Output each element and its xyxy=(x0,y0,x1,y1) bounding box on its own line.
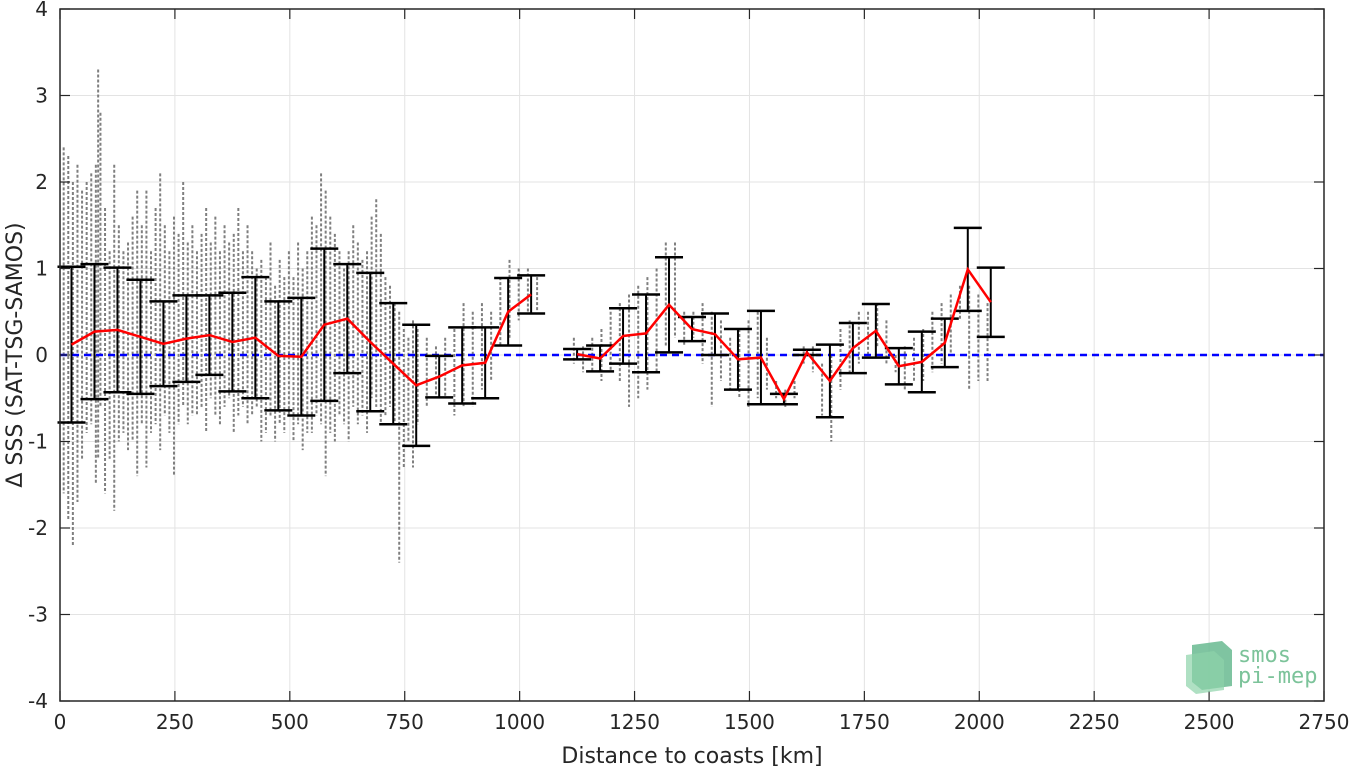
x-tick-label: 1500 xyxy=(724,710,775,734)
x-tick-label: 250 xyxy=(156,710,194,734)
logo-text-smos: smos xyxy=(1238,643,1291,668)
x-tick-label: 0 xyxy=(54,710,67,734)
y-tick-label: -1 xyxy=(28,430,48,454)
axes xyxy=(59,8,1325,702)
y-axis-label: Δ SSS (SAT-TSG-SAMOS) xyxy=(3,222,28,487)
y-tick-label: 4 xyxy=(35,0,48,21)
y-tick-label: -3 xyxy=(28,603,48,627)
x-tick-label: 1250 xyxy=(609,710,660,734)
x-tick-label: 2250 xyxy=(1069,710,1120,734)
x-tick-label: 1000 xyxy=(494,710,545,734)
y-tick-label: 0 xyxy=(35,343,48,367)
y-tick-label: 1 xyxy=(35,257,48,281)
scatter-points xyxy=(62,69,989,563)
y-tick-label: 2 xyxy=(35,170,48,194)
x-tick-label: 750 xyxy=(386,710,424,734)
x-tick-label: 2500 xyxy=(1184,710,1235,734)
y-tick-label: -4 xyxy=(28,689,48,713)
y-tick-label: -2 xyxy=(28,516,48,540)
mean-line-segment xyxy=(70,293,532,387)
tick-labels: 0 250 500 750 1000 1250 1500 1750 2000 2250 2500 27… xyxy=(28,0,1349,734)
x-tick-label: 1750 xyxy=(839,710,890,734)
x-axis-label: Distance to coasts [km] xyxy=(561,744,822,768)
x-tick-label: 2750 xyxy=(1299,710,1350,734)
logo-icon xyxy=(1186,641,1232,694)
y-tick-label: 3 xyxy=(35,84,48,108)
mean-line xyxy=(70,266,992,402)
mean-line-segment xyxy=(576,266,992,402)
x-tick-label: 500 xyxy=(271,710,309,734)
x-tick-label: 2000 xyxy=(954,710,1005,734)
logo-text-pi-mep: pi-mep xyxy=(1238,664,1317,689)
smos-pi-mep-logo: smos pi-mep xyxy=(1186,641,1317,694)
